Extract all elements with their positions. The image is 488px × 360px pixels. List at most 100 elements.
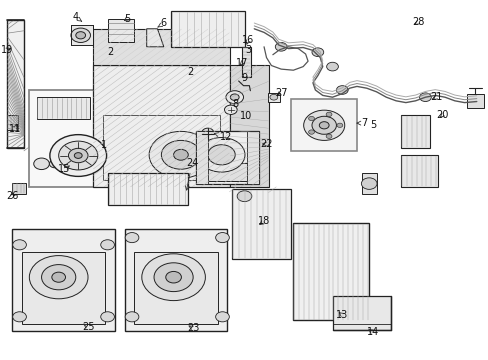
Circle shape	[74, 153, 82, 158]
Circle shape	[125, 312, 139, 322]
Circle shape	[59, 141, 98, 170]
Bar	[29, 90, 115, 187]
Bar	[400, 155, 437, 187]
Text: 21: 21	[429, 92, 442, 102]
Text: 16: 16	[242, 35, 254, 45]
Circle shape	[58, 160, 69, 168]
Circle shape	[52, 272, 65, 282]
Circle shape	[165, 271, 181, 283]
Circle shape	[215, 233, 229, 243]
Circle shape	[326, 62, 338, 71]
Text: 28: 28	[411, 17, 424, 27]
Text: 1: 1	[101, 140, 107, 150]
Bar	[199, 163, 255, 181]
Circle shape	[361, 178, 376, 189]
Circle shape	[325, 112, 331, 117]
Bar	[195, 131, 259, 184]
Text: 2: 2	[107, 47, 113, 57]
Polygon shape	[146, 29, 163, 47]
Circle shape	[275, 42, 286, 51]
Bar	[293, 223, 368, 320]
Circle shape	[308, 116, 314, 121]
Circle shape	[198, 138, 244, 172]
Bar	[12, 183, 26, 194]
Text: 11: 11	[8, 123, 21, 134]
Text: 2: 2	[187, 67, 193, 77]
Text: 25: 25	[81, 322, 94, 332]
Text: 10: 10	[239, 111, 252, 121]
Bar	[232, 189, 290, 259]
Bar	[171, 11, 244, 47]
Circle shape	[224, 105, 237, 114]
Circle shape	[269, 94, 277, 100]
Bar	[229, 65, 268, 187]
Text: 19: 19	[1, 45, 14, 55]
Text: 23: 23	[186, 323, 199, 333]
Bar	[400, 115, 429, 148]
Bar	[466, 94, 483, 108]
Text: 12: 12	[214, 132, 232, 142]
Circle shape	[336, 86, 347, 94]
Circle shape	[68, 148, 88, 163]
Bar	[107, 173, 188, 205]
Text: 6: 6	[158, 18, 166, 28]
Bar	[93, 29, 229, 65]
Bar	[361, 173, 376, 194]
Bar	[37, 97, 90, 119]
Bar	[22, 252, 105, 324]
Circle shape	[71, 28, 90, 42]
Circle shape	[225, 91, 243, 104]
Circle shape	[173, 149, 188, 160]
Circle shape	[142, 254, 205, 301]
Bar	[7, 20, 24, 148]
Circle shape	[50, 135, 106, 176]
Text: 9: 9	[241, 73, 247, 83]
Circle shape	[29, 256, 88, 299]
Bar	[93, 65, 229, 187]
Text: 22: 22	[260, 139, 272, 149]
Bar	[124, 229, 227, 331]
Bar	[332, 296, 390, 330]
Bar	[195, 131, 207, 184]
Circle shape	[101, 240, 114, 250]
Circle shape	[325, 134, 331, 138]
Circle shape	[41, 265, 76, 290]
Circle shape	[336, 123, 342, 127]
Circle shape	[149, 131, 212, 178]
Text: 17: 17	[235, 58, 248, 68]
Circle shape	[154, 263, 193, 292]
Circle shape	[13, 312, 26, 322]
Text: 3: 3	[245, 45, 251, 55]
Text: 5: 5	[369, 120, 375, 130]
Text: 27: 27	[274, 87, 287, 98]
Circle shape	[311, 116, 336, 134]
Bar	[71, 25, 93, 45]
Bar	[12, 229, 115, 331]
Bar	[107, 19, 134, 42]
Circle shape	[311, 48, 323, 57]
Text: 15: 15	[58, 164, 71, 174]
Circle shape	[230, 94, 239, 100]
Bar	[242, 47, 250, 77]
Text: 8: 8	[232, 99, 238, 109]
Circle shape	[76, 32, 85, 39]
Circle shape	[202, 128, 213, 137]
Text: 24: 24	[185, 158, 198, 190]
Text: 5: 5	[124, 14, 130, 24]
Bar	[102, 115, 220, 180]
Circle shape	[308, 130, 314, 134]
Circle shape	[207, 145, 235, 165]
Circle shape	[303, 110, 344, 140]
Text: 18: 18	[257, 216, 270, 226]
Circle shape	[34, 158, 49, 170]
Circle shape	[161, 140, 200, 169]
Text: 13: 13	[335, 310, 348, 320]
Circle shape	[49, 160, 60, 168]
Bar	[95, 111, 110, 120]
Bar	[7, 115, 18, 130]
Bar	[246, 131, 259, 184]
Text: 20: 20	[435, 110, 448, 120]
Bar	[267, 93, 279, 102]
Bar	[290, 99, 356, 151]
Text: 26: 26	[6, 191, 19, 201]
